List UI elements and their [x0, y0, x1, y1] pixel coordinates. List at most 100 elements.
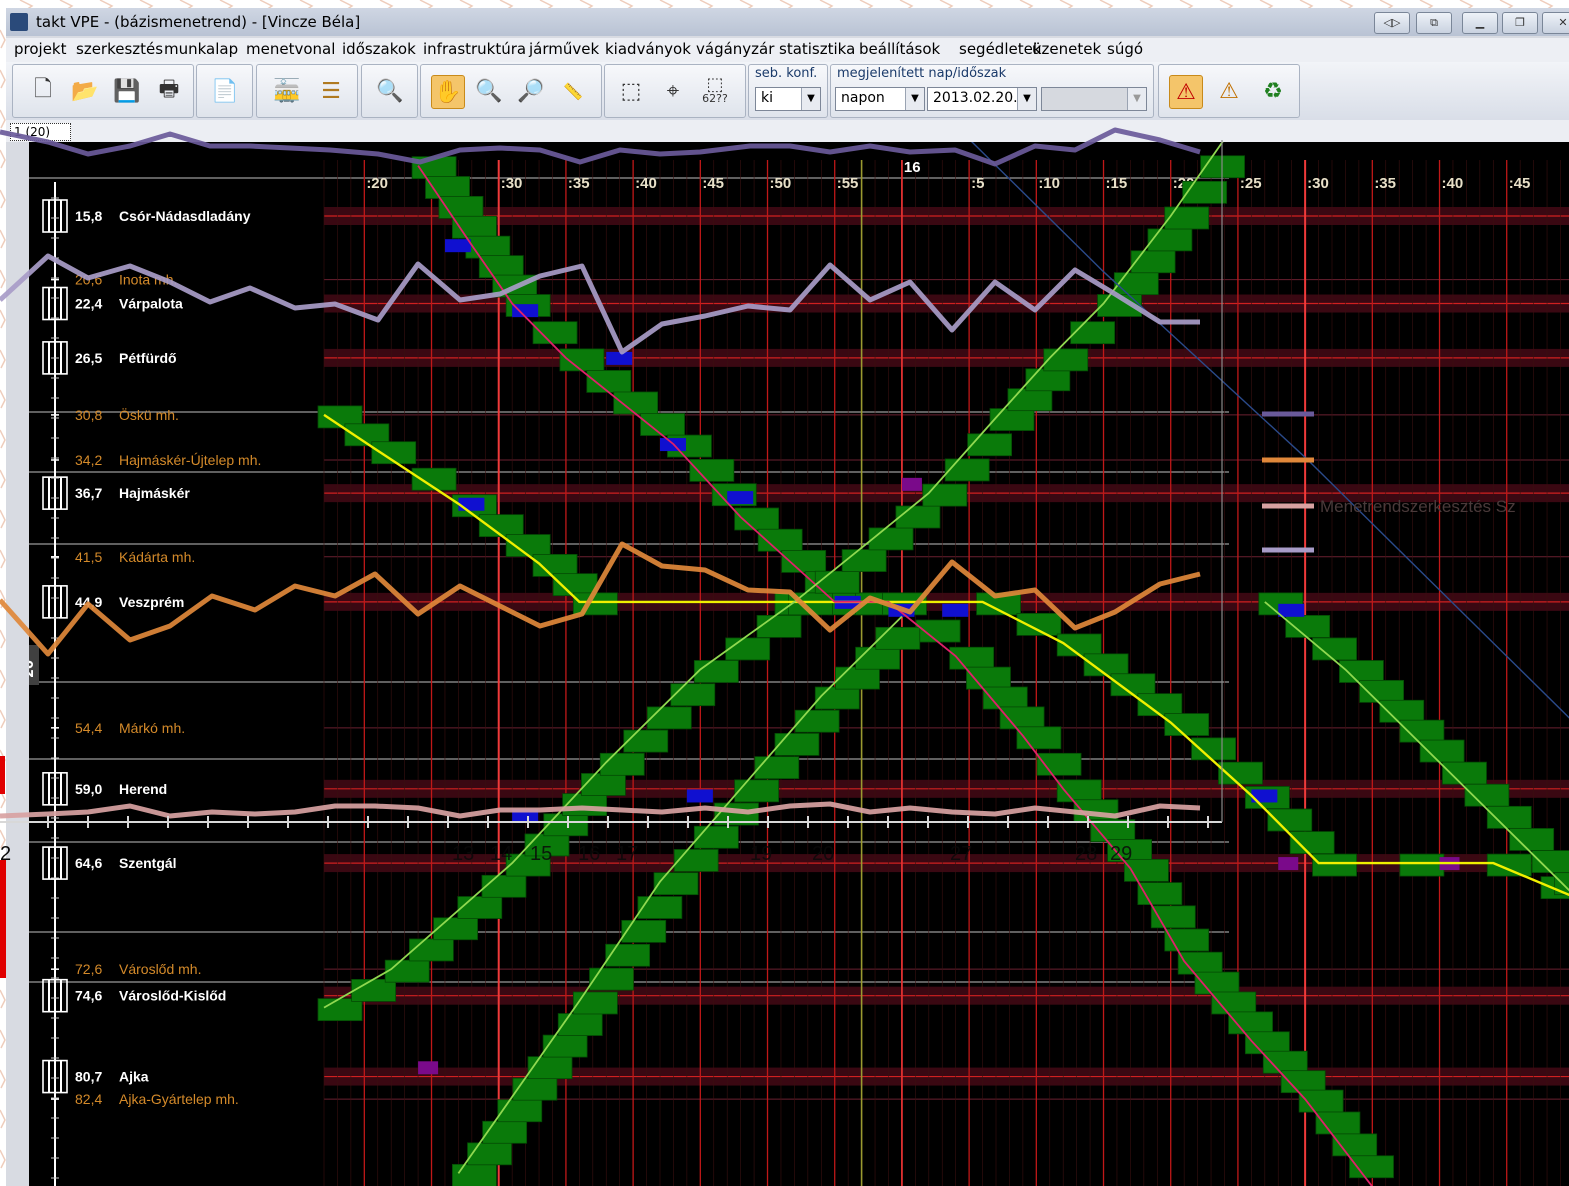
train-path [417, 165, 1373, 1186]
station-name: Kádárta mh. [119, 549, 195, 565]
station-km: 80,7 [75, 1069, 102, 1085]
background-stroke [0, 389, 6, 409]
period-mode-select[interactable]: napon ▼ [835, 87, 925, 111]
toolbar-group-speed: seb. konf. ki ▼ [748, 64, 828, 118]
date-select[interactable]: 2013.02.20. ▼ [927, 87, 1037, 111]
occupancy-block [532, 321, 578, 345]
station-symbol [42, 286, 68, 321]
station-km: 22,4 [75, 296, 102, 312]
occupancy-block [317, 405, 363, 429]
menu-segédletek[interactable]: segédletek [959, 40, 1042, 58]
occupancy-block [637, 896, 683, 919]
measure-ruler-icon[interactable]: 📏 [563, 81, 583, 101]
zoom-in-icon[interactable]: 🔍 [475, 78, 503, 104]
report-icon[interactable]: 📄 [211, 78, 239, 104]
occupancy-block [967, 433, 1012, 457]
station-name: Szentgál [119, 855, 177, 871]
menu-munkalap[interactable]: munkalap [164, 40, 239, 58]
toolbar: 🗋 📂 💾 🖶 📄 🚋 ☰ 🔍 ✋ 🔍 🔎 📏 ⬚ ⌖ ⬚ 62?? seb. k [6, 62, 1569, 120]
background-stroke [0, 29, 6, 49]
time-tick-label: :50 [770, 175, 792, 192]
speed-config-select[interactable]: ki ▼ [755, 87, 821, 111]
time-tick-label: :10 [1038, 175, 1060, 192]
menu-üzenetek[interactable]: üzenetek [1032, 40, 1102, 58]
restore-layout-icon[interactable]: ◁▷ [1374, 12, 1410, 34]
station-name: Veszprém [119, 594, 184, 610]
menu-infrastruktúra[interactable]: infrastruktúra [423, 40, 527, 58]
overlay-axis-number: 29 [1110, 843, 1132, 865]
new-document-icon[interactable]: 🗋 [34, 77, 52, 102]
menu-súgó[interactable]: súgó [1107, 40, 1144, 58]
overlay-axis-number: 16 [578, 843, 600, 865]
measure-box-icon[interactable]: ⬚ 62?? [702, 73, 728, 105]
menu-projekt[interactable]: projekt [14, 40, 67, 58]
open-folder-icon[interactable]: 📂 [71, 78, 99, 104]
occupancy-block [944, 458, 990, 482]
timetable-graph[interactable]: :20:25:30:35:40:45:50:5516:5:10:15:20:25… [29, 142, 1569, 1186]
period-range-select[interactable]: ▼ [1041, 87, 1147, 111]
conflict-block [686, 789, 713, 803]
station-name: Herend [119, 781, 167, 797]
zoom-out-icon[interactable]: 🔎 [517, 78, 545, 104]
train-path [1264, 601, 1569, 892]
print-icon[interactable]: 🖶 [158, 77, 180, 102]
side-number: 20 [29, 660, 37, 678]
occupancy-block [734, 779, 780, 803]
split-point-icon[interactable]: ⌖ [666, 78, 680, 104]
background-stroke [0, 629, 6, 649]
occupancy-block [774, 733, 820, 756]
station-km: 59,0 [75, 781, 102, 797]
graphical-timetable[interactable]: :20:25:30:35:40:45:50:5516:5:10:15:20:25… [29, 142, 1569, 1186]
time-tick-label: :5 [971, 175, 984, 192]
maximize-button[interactable]: ❐ [1502, 12, 1538, 34]
toolbar-group-zoom: 🔍 [361, 64, 418, 118]
train-paths [323, 142, 1569, 1186]
menu-menetvonal[interactable]: menetvonal [246, 40, 336, 58]
recalculate-icon[interactable]: ♻ [1263, 78, 1283, 104]
occupancy-block [411, 467, 457, 491]
menu-járművek[interactable]: járművek [529, 40, 600, 58]
occupancy-block [1016, 613, 1062, 636]
menu-beállítások[interactable]: beállítások [859, 40, 941, 58]
background-stroke [0, 309, 6, 329]
station-km: 15,8 [75, 208, 102, 224]
station-box [42, 286, 68, 321]
time-tick-label: :45 [1509, 175, 1531, 192]
pan-hand-icon[interactable]: ✋ [431, 75, 465, 109]
close-button[interactable]: ✕ [1542, 12, 1569, 34]
conflict-check-icon[interactable]: ⚠ [1219, 78, 1239, 104]
background-stroke [0, 189, 6, 209]
conflict-block [1278, 603, 1305, 617]
occupancy-block [670, 683, 716, 707]
conflict-block [1251, 789, 1278, 803]
train-icon[interactable]: 🚋 [273, 78, 301, 104]
background-stroke [0, 709, 6, 729]
list-icon[interactable]: ☰ [321, 78, 341, 104]
minimize-button[interactable]: ▁ [1462, 12, 1498, 34]
legend-label: Menetrendszerkesztés Sz [1320, 497, 1516, 516]
station-km: 36,7 [75, 485, 102, 501]
save-icon[interactable]: 💾 [113, 78, 141, 104]
select-rectangle-icon[interactable]: ⬚ [620, 78, 642, 104]
station-km: 26,5 [75, 350, 102, 366]
zoom-icon[interactable]: 🔍 [376, 78, 404, 104]
warning-icon[interactable]: ⚠ [1169, 75, 1203, 109]
occupancy-block [794, 709, 840, 733]
station-name: Ajka [119, 1069, 149, 1085]
tile-windows-icon[interactable]: ⧉ [1416, 12, 1452, 34]
occupancy-block [572, 991, 618, 1015]
menu-időszakok[interactable]: időszakok [342, 40, 416, 58]
occupancy-block [589, 967, 634, 991]
menu-vágányzár[interactable]: vágányzár [696, 40, 775, 58]
occupancy-block [1486, 805, 1532, 829]
toolbar-group-report: 📄 [196, 64, 253, 118]
station-box [42, 772, 68, 806]
menu-kiadványok[interactable]: kiadványok [605, 40, 691, 58]
time-tick-label: :55 [837, 175, 859, 192]
menu-szerkesztés[interactable]: szerkesztés [76, 40, 164, 58]
block-sections [317, 155, 1569, 1186]
time-tick-label: :35 [568, 175, 590, 192]
occupancy-block [1442, 761, 1487, 785]
menu-statisztika[interactable]: statisztika [779, 40, 856, 58]
occupancy-block [344, 423, 390, 447]
